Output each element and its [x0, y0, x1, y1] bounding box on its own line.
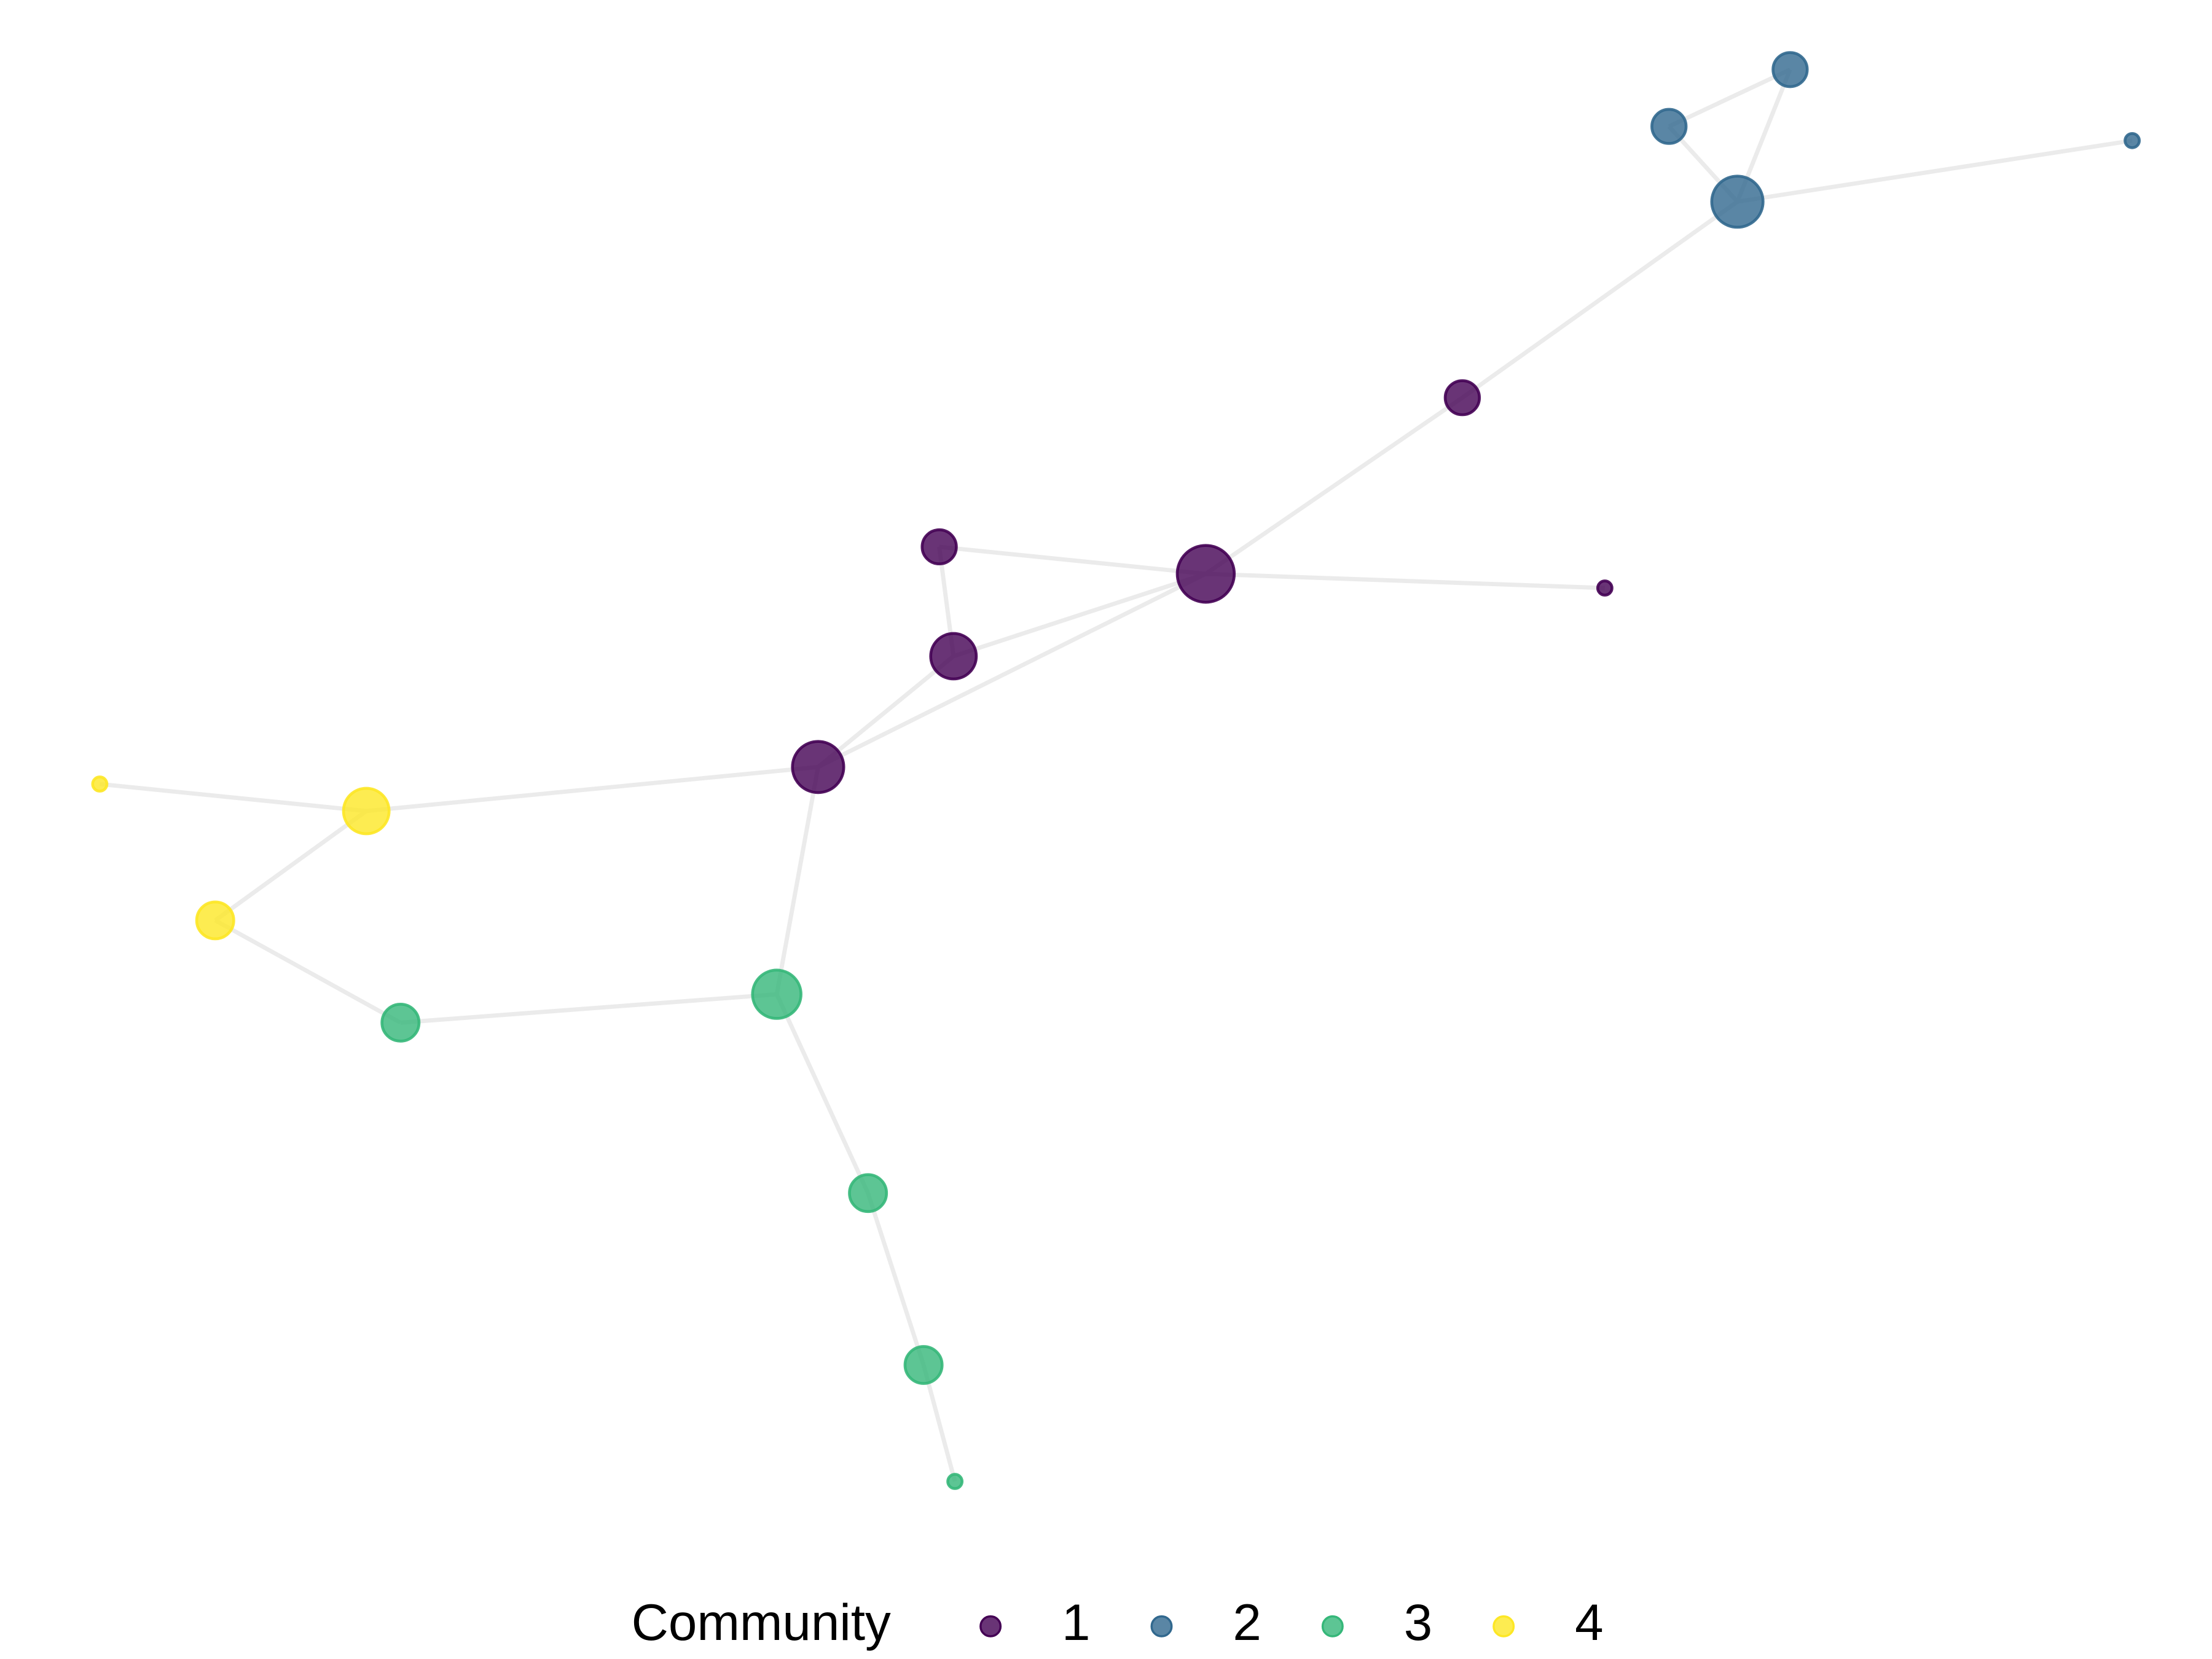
node [791, 740, 845, 794]
edge [1461, 200, 1739, 400]
node [1443, 379, 1481, 417]
edge [939, 544, 1206, 576]
edge [774, 766, 820, 995]
edge [214, 918, 402, 1025]
edge [866, 1192, 926, 1366]
edge [214, 809, 368, 922]
legend-key [1150, 1615, 1173, 1637]
legend-label: 1 [1062, 1594, 1090, 1651]
node [920, 528, 958, 566]
edge [366, 764, 818, 814]
node [1771, 51, 1809, 88]
legend-key [1321, 1615, 1344, 1637]
node [380, 1003, 421, 1043]
node [195, 900, 235, 941]
node [903, 1345, 944, 1385]
edge [1668, 68, 1791, 128]
node [751, 968, 802, 1020]
edge [100, 782, 367, 814]
edge [817, 654, 955, 769]
legend-key [1492, 1615, 1515, 1637]
node [1596, 579, 1614, 597]
nodes [91, 51, 2141, 1490]
edge [1737, 138, 2133, 204]
node [848, 1173, 888, 1214]
edge [775, 993, 870, 1194]
node [929, 632, 978, 681]
edge [921, 1364, 957, 1482]
legend-key [979, 1615, 1002, 1637]
node [946, 1473, 964, 1490]
node [91, 775, 109, 793]
edge [817, 571, 1207, 769]
edge [1204, 396, 1464, 576]
node [2124, 131, 2141, 149]
legend: Community 1 2 3 4 [632, 1594, 1604, 1651]
node [1650, 108, 1688, 145]
legend-label: 4 [1575, 1594, 1603, 1651]
edge [400, 992, 777, 1025]
legend-label: 3 [1404, 1594, 1432, 1651]
legend-title: Community [632, 1594, 892, 1651]
legend-label: 2 [1233, 1594, 1261, 1651]
node [1175, 544, 1236, 604]
edge [1206, 571, 1605, 590]
node [1710, 175, 1765, 229]
node [342, 786, 391, 836]
edges [100, 68, 2133, 1482]
edge [952, 571, 1207, 659]
